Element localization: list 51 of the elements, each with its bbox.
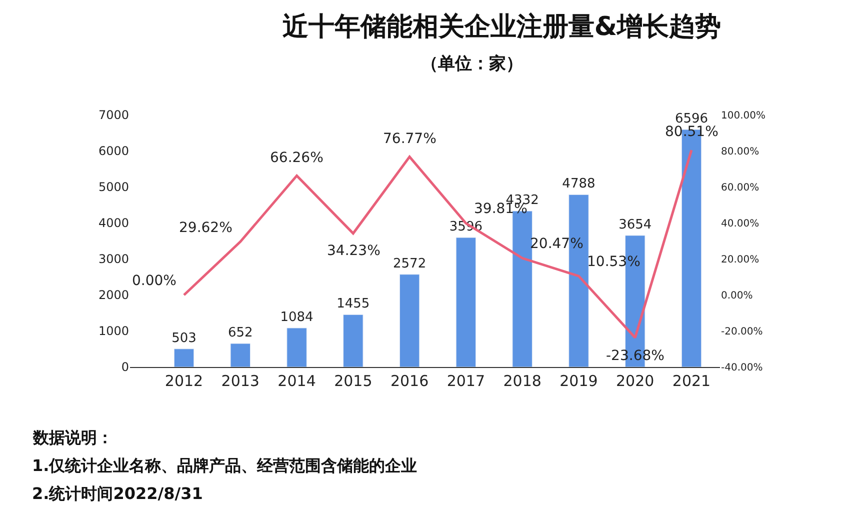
x-tick-label: 2020 (616, 372, 654, 390)
bar (399, 274, 420, 367)
y-tick-label: 4000 (98, 216, 129, 230)
chart-title: 近十年储能相关企业注册量&增长趋势 (282, 12, 722, 42)
data-label: 0.00% (132, 273, 176, 289)
y2-tick-label: 40.00% (721, 218, 760, 230)
data-label: 1084 (280, 310, 314, 325)
y-tick-label: 5000 (98, 180, 129, 194)
x-tick-label: 2014 (278, 372, 316, 390)
y-tick-label: 2000 (98, 288, 129, 302)
y2-tick-label: 0.00% (721, 290, 753, 302)
data-label: 6596 (674, 112, 708, 127)
y2-tick-label: -40.00% (721, 362, 763, 374)
data-label: 652 (228, 326, 253, 341)
x-tick-label: 2021 (672, 372, 711, 390)
bar (286, 328, 307, 367)
data-label: 2572 (393, 256, 426, 272)
text: 数据说明： (32, 428, 113, 447)
y2-tick-label: 80.00% (721, 146, 760, 158)
bar (174, 348, 194, 367)
data-label: 1455 (336, 296, 370, 312)
y-tick-label: 0 (121, 360, 129, 374)
y2-tick-label: 20.00% (721, 254, 760, 266)
y2-tick-label: -20.00% (721, 326, 763, 338)
text: 2.统计时间2022/8/31 (32, 484, 203, 503)
data-label: 76.77% (383, 131, 436, 147)
data-label: 80.51% (665, 124, 718, 140)
x-tick-label: 2019 (560, 372, 598, 390)
bar (343, 314, 364, 367)
y-tick-label: 6000 (98, 144, 129, 158)
x-tick-label: 2012 (164, 372, 204, 390)
chart-subtitle: （单位：家） (421, 54, 523, 74)
bar (456, 237, 476, 367)
x-tick-label: 2017 (446, 372, 486, 390)
data-label: 34.23% (327, 243, 380, 259)
y2-tick-label: 60.00% (721, 182, 760, 194)
y-tick-label: 7000 (98, 108, 129, 122)
x-tick-label: 2015 (334, 372, 372, 390)
y2-tick-label: 100.00% (721, 110, 766, 122)
y-tick-label: 3000 (98, 252, 129, 266)
data-label: 66.26% (270, 150, 324, 166)
x-tick-label: 2013 (221, 372, 260, 390)
y-tick-label: 1000 (98, 324, 129, 338)
data-label: 29.62% (179, 220, 232, 236)
x-tick-label: 2016 (390, 372, 429, 390)
data-label: 4788 (562, 176, 596, 192)
data-label: 503 (172, 330, 196, 346)
x-tick-label: 2018 (503, 372, 542, 390)
data-label: 3654 (618, 217, 652, 232)
bar (230, 343, 251, 367)
text: 1.仅统计企业名称、品牌产品、经营范围含储能的企业 (32, 456, 418, 475)
